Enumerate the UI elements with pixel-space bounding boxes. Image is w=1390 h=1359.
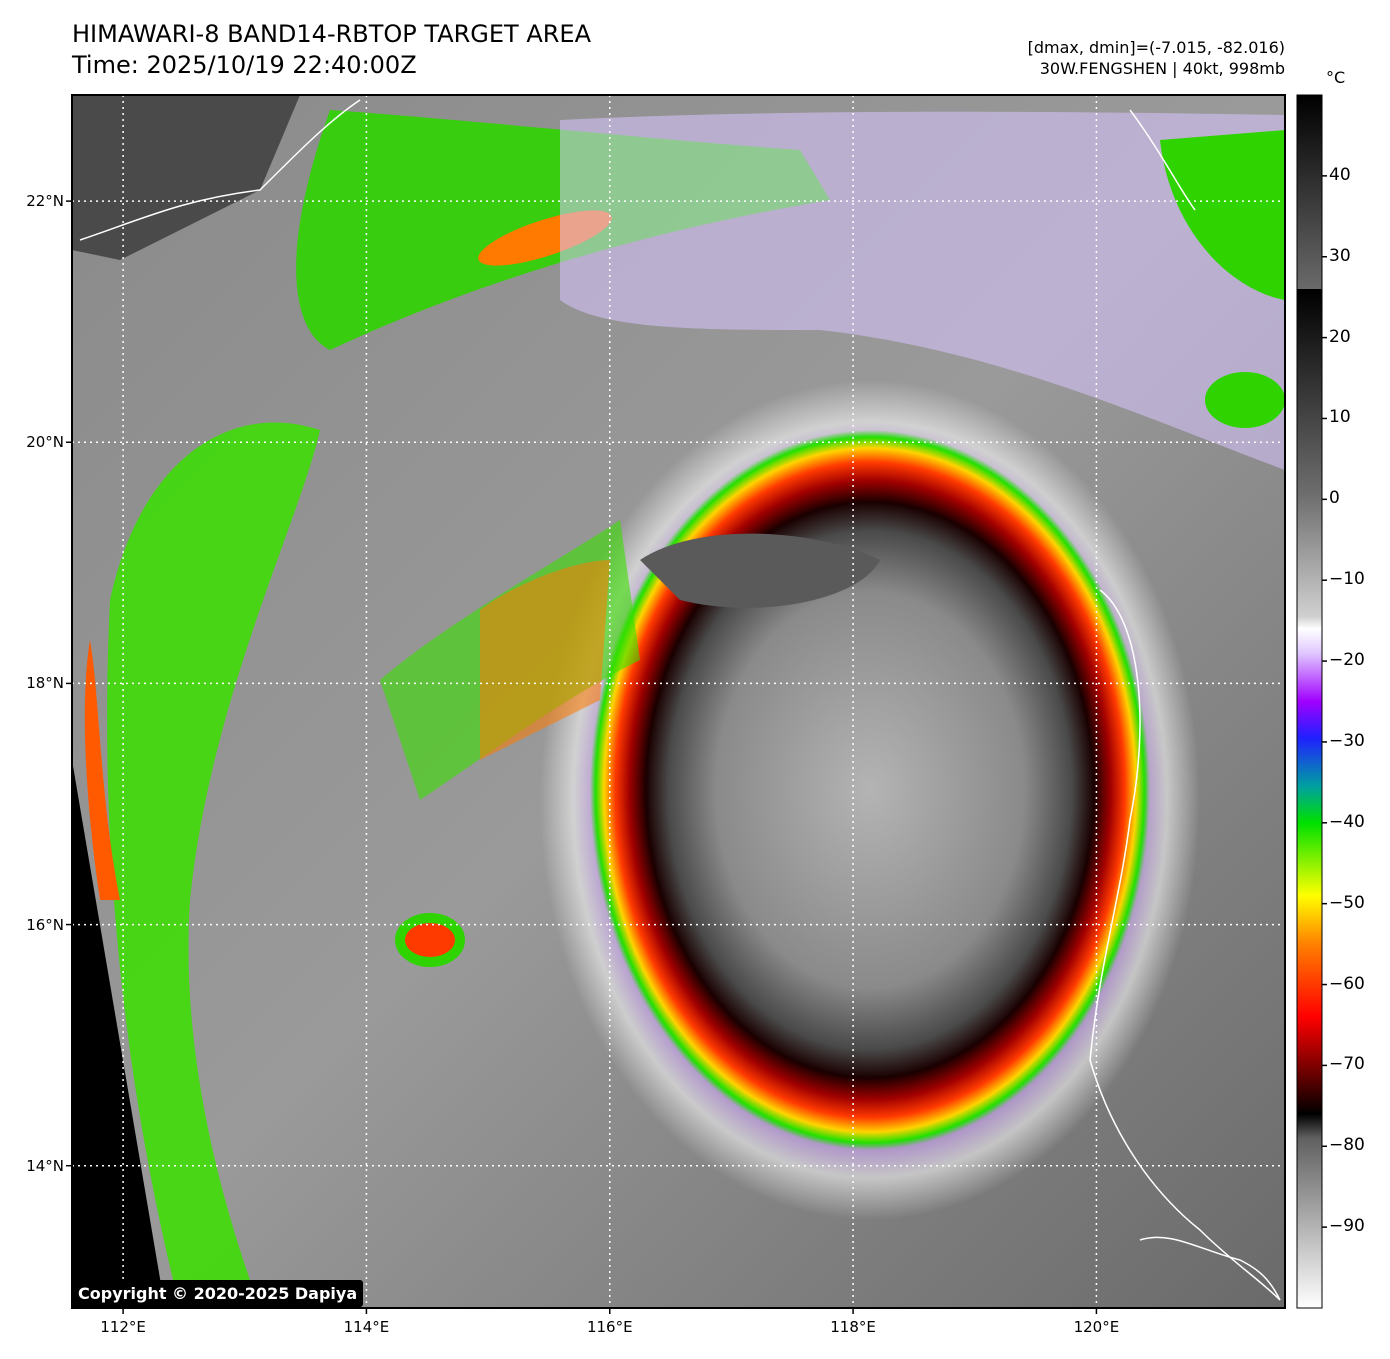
longitude-label: 112°E [100, 1318, 146, 1336]
latitude-label: 18°N [26, 674, 64, 693]
latitude-label: 22°N [26, 192, 64, 211]
rain-band-orange [480, 560, 610, 760]
latitude-label: 16°N [26, 915, 64, 934]
latitude-label: 20°N [26, 433, 64, 452]
colorbar-label: −90 [1329, 1216, 1365, 1237]
cloud-patch-northeast [1160, 130, 1285, 300]
colorbar-label: −10 [1329, 569, 1365, 590]
coastline-mindoro [1139, 1236, 1281, 1301]
storm-info: 30W.FENGSHEN | 40kt, 998mb [1039, 59, 1285, 78]
storm-core [590, 430, 1150, 1150]
colorbar-unit: °C [1326, 68, 1346, 87]
colorbar-label: −50 [1329, 892, 1365, 913]
longitude-label: 116°E [586, 1318, 633, 1336]
coastline-taiwan [1129, 109, 1196, 211]
longitude-label: 120°E [1073, 1318, 1120, 1336]
colorbar-label: −30 [1329, 730, 1365, 751]
overshooting-top [640, 533, 880, 608]
colorbar-label: −70 [1329, 1054, 1365, 1075]
colorbar-ticks [1322, 175, 1327, 1228]
colorbar-label: 40 [1329, 164, 1351, 185]
convective-cell-south [395, 913, 465, 967]
colorbar-label: −80 [1329, 1135, 1365, 1156]
colorbar-label: 0 [1329, 488, 1340, 509]
copyright-label: Copyright © 2020-2025 Dapiya [72, 1280, 364, 1307]
latitude-label: 14°N [26, 1156, 64, 1175]
colorbar-label: −20 [1329, 650, 1365, 671]
axis-ticks [66, 200, 1098, 1314]
colorbar-label: 10 [1329, 407, 1351, 428]
longitude-label: 114°E [343, 1318, 390, 1336]
coastline-china [79, 99, 361, 241]
colorbar-label: −60 [1329, 973, 1365, 994]
map-title: HIMAWARI-8 BAND14-RBTOP TARGET AREA [72, 20, 592, 48]
colorbar [1296, 94, 1323, 1309]
cloud-patch-east [1205, 372, 1285, 428]
colorbar-label: 30 [1329, 245, 1351, 266]
cloud-deck-northeast [560, 111, 1285, 470]
no-data-region [72, 760, 165, 1308]
map-frame [71, 94, 1286, 1309]
cold-cloud-west [84, 640, 120, 900]
graticule [72, 95, 1285, 1308]
longitude-label: 118°E [830, 1318, 876, 1336]
colorbar-label: 20 [1329, 326, 1351, 347]
colorbar-label: −40 [1329, 811, 1365, 832]
map-timestamp: Time: 2025/10/19 22:40:00Z [72, 51, 417, 79]
dmax-dmin-readout: [dmax, dmin]=(-7.015, -82.016) [1027, 38, 1285, 57]
land-region [72, 95, 300, 260]
feeder-band-west [107, 422, 321, 1308]
coastline-luzon [1089, 589, 1281, 1301]
